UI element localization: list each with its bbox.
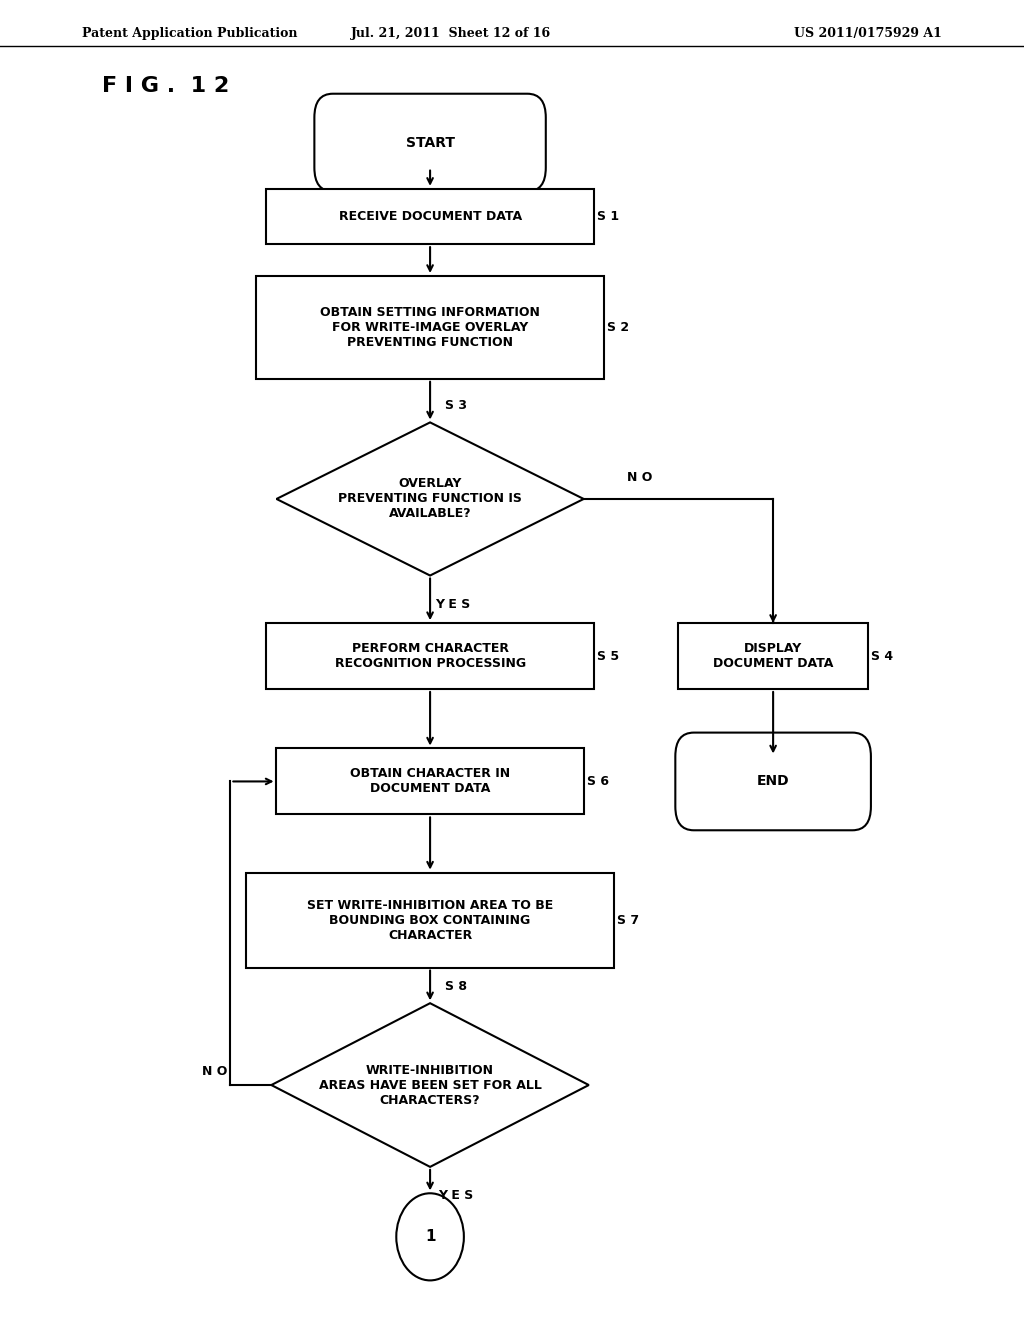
Text: Y E S: Y E S: [435, 598, 470, 611]
Text: N O: N O: [628, 471, 652, 484]
FancyBboxPatch shape: [676, 733, 870, 830]
Text: S 5: S 5: [597, 649, 620, 663]
Text: S 3: S 3: [445, 399, 467, 412]
Polygon shape: [276, 422, 584, 576]
Text: RECEIVE DOCUMENT DATA: RECEIVE DOCUMENT DATA: [339, 210, 521, 223]
Text: S 2: S 2: [607, 321, 630, 334]
FancyBboxPatch shape: [266, 623, 594, 689]
Text: US 2011/0175929 A1: US 2011/0175929 A1: [795, 26, 942, 40]
FancyBboxPatch shape: [314, 94, 546, 191]
Text: START: START: [406, 136, 455, 149]
Text: Y E S: Y E S: [438, 1189, 473, 1203]
Text: WRITE-INHIBITION
AREAS HAVE BEEN SET FOR ALL
CHARACTERS?: WRITE-INHIBITION AREAS HAVE BEEN SET FOR…: [318, 1064, 542, 1106]
FancyBboxPatch shape: [276, 748, 584, 814]
FancyBboxPatch shape: [246, 873, 614, 968]
Circle shape: [396, 1193, 464, 1280]
Text: S 4: S 4: [871, 649, 894, 663]
Text: OBTAIN CHARACTER IN
DOCUMENT DATA: OBTAIN CHARACTER IN DOCUMENT DATA: [350, 767, 510, 796]
Text: F I G .  1 2: F I G . 1 2: [102, 75, 229, 96]
Text: S 6: S 6: [587, 775, 608, 788]
Text: 1: 1: [425, 1229, 435, 1245]
Text: SET WRITE-INHIBITION AREA TO BE
BOUNDING BOX CONTAINING
CHARACTER: SET WRITE-INHIBITION AREA TO BE BOUNDING…: [307, 899, 553, 941]
Text: OVERLAY
PREVENTING FUNCTION IS
AVAILABLE?: OVERLAY PREVENTING FUNCTION IS AVAILABLE…: [338, 478, 522, 520]
Text: S 8: S 8: [445, 979, 467, 993]
Text: Patent Application Publication: Patent Application Publication: [82, 26, 297, 40]
Text: N O: N O: [203, 1065, 227, 1078]
Text: Jul. 21, 2011  Sheet 12 of 16: Jul. 21, 2011 Sheet 12 of 16: [350, 26, 551, 40]
FancyBboxPatch shape: [266, 189, 594, 244]
Text: DISPLAY
DOCUMENT DATA: DISPLAY DOCUMENT DATA: [713, 642, 834, 671]
Polygon shape: [271, 1003, 589, 1167]
FancyBboxPatch shape: [256, 276, 604, 379]
Text: S 1: S 1: [597, 210, 620, 223]
Text: S 7: S 7: [617, 913, 640, 927]
Text: PERFORM CHARACTER
RECOGNITION PROCESSING: PERFORM CHARACTER RECOGNITION PROCESSING: [335, 642, 525, 671]
Text: END: END: [757, 775, 790, 788]
Text: OBTAIN SETTING INFORMATION
FOR WRITE-IMAGE OVERLAY
PREVENTING FUNCTION: OBTAIN SETTING INFORMATION FOR WRITE-IMA…: [321, 306, 540, 348]
FancyBboxPatch shape: [678, 623, 867, 689]
